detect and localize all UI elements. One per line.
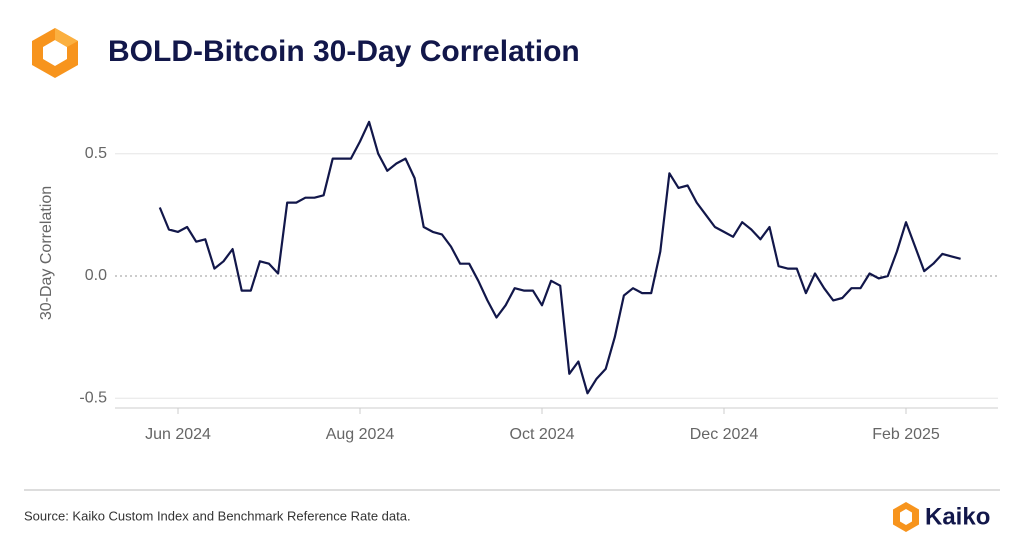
- brand-logo: [893, 502, 919, 532]
- x-tick-label: Oct 2024: [510, 426, 575, 443]
- y-tick-label: 0.0: [85, 267, 107, 284]
- y-tick-label: -0.5: [79, 389, 107, 406]
- logo: [32, 28, 78, 78]
- x-tick-label: Dec 2024: [690, 426, 759, 443]
- x-tick-label: Aug 2024: [326, 426, 395, 443]
- x-tick-label: Jun 2024: [145, 426, 211, 443]
- x-tick-label: Feb 2025: [872, 426, 940, 443]
- y-tick-label: 0.5: [85, 145, 107, 162]
- y-axis-label: 30-Day Correlation: [38, 186, 55, 320]
- line: [158, 120, 961, 395]
- chart-title: BOLD-Bitcoin 30-Day Correlation: [108, 35, 580, 68]
- source: Source: Kaiko Custom Index and Benchmark…: [24, 508, 411, 523]
- brand: Kaiko: [925, 503, 990, 530]
